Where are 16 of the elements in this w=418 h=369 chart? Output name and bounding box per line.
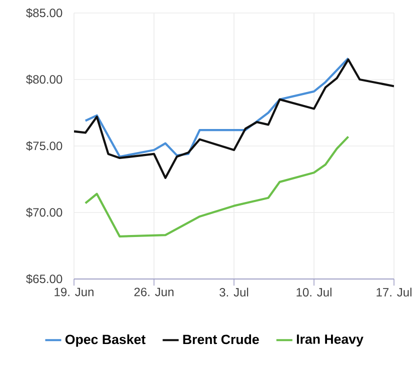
x-tick-label: 10. Jul — [296, 288, 332, 297]
y-tick-label: $75.00 — [26, 141, 62, 151]
legend-label: Brent Crude — [183, 334, 259, 344]
legend-label: Iran Heavy — [296, 334, 364, 347]
x-tick-label: 17. Jul — [376, 288, 412, 297]
legend-label: Opec Basket — [65, 334, 146, 347]
x-tick-label: 19. Jun — [54, 288, 94, 296]
y-tick-label: $70.00 — [26, 208, 62, 218]
x-tick-label: 3. Jul — [220, 288, 248, 297]
x-tick-label: 26. Jun — [134, 288, 174, 296]
y-tick-label: $65.00 — [26, 274, 62, 284]
line-series — [84, 57, 350, 158]
line-series — [84, 136, 350, 238]
line-series — [74, 58, 394, 179]
y-tick-label: $80.00 — [26, 74, 62, 84]
y-tick-label: $85.00 — [26, 8, 62, 18]
